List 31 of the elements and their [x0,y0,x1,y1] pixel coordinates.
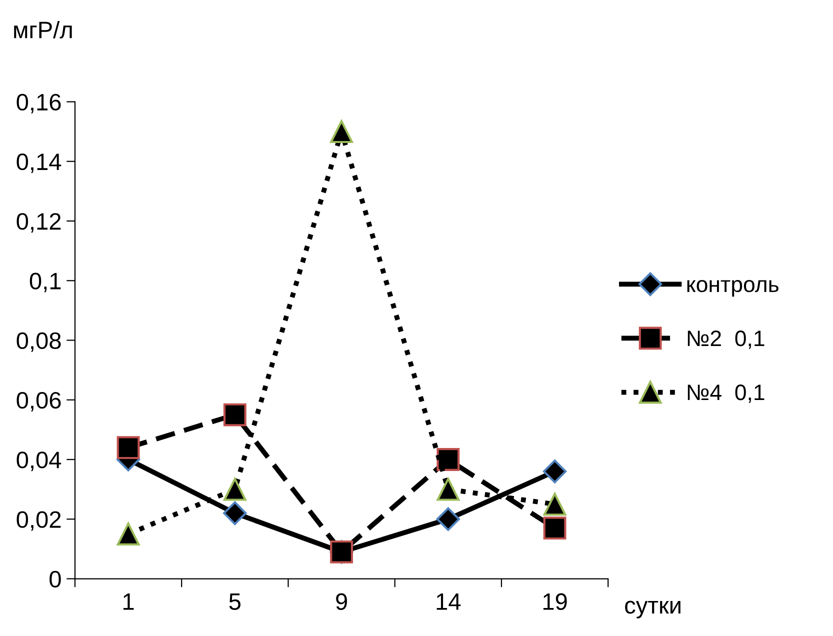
point [542,460,567,484]
point [223,478,246,501]
x-tick-label: 19 [543,593,567,610]
x-axis-title: сутки [625,600,680,618]
y-axis-title: мгР/л [14,21,72,38]
y-tick-label: 0,1 [30,272,61,292]
legend-label: №4 0,1 [688,384,764,403]
y-tick-label: 0,02 [16,511,61,531]
point [330,120,353,144]
legend-label: №2 0,1 [688,330,764,349]
x-tick-label: 1 [124,594,134,610]
point [436,448,460,471]
y-tick-label: 0,06 [16,392,61,412]
y-tick-label: 0,16 [16,94,61,114]
legend-label: контроль [687,280,778,297]
y-tick-label: 0,14 [16,153,62,173]
point [543,492,566,516]
y-tick-label: 0,08 [16,332,61,352]
point [543,516,566,540]
y-tick-label: 0,04 [16,452,62,472]
point [116,436,140,460]
x-tick-label: 9 [336,593,347,610]
point [223,501,247,526]
point [436,478,460,501]
point [436,507,460,531]
point [223,403,246,426]
point [116,522,140,546]
y-tick-label: 0 [50,570,61,588]
x-tick-label: 14 [436,594,461,610]
x-tick-label: 5 [229,594,240,610]
y-tick-label: 0,12 [16,213,61,233]
